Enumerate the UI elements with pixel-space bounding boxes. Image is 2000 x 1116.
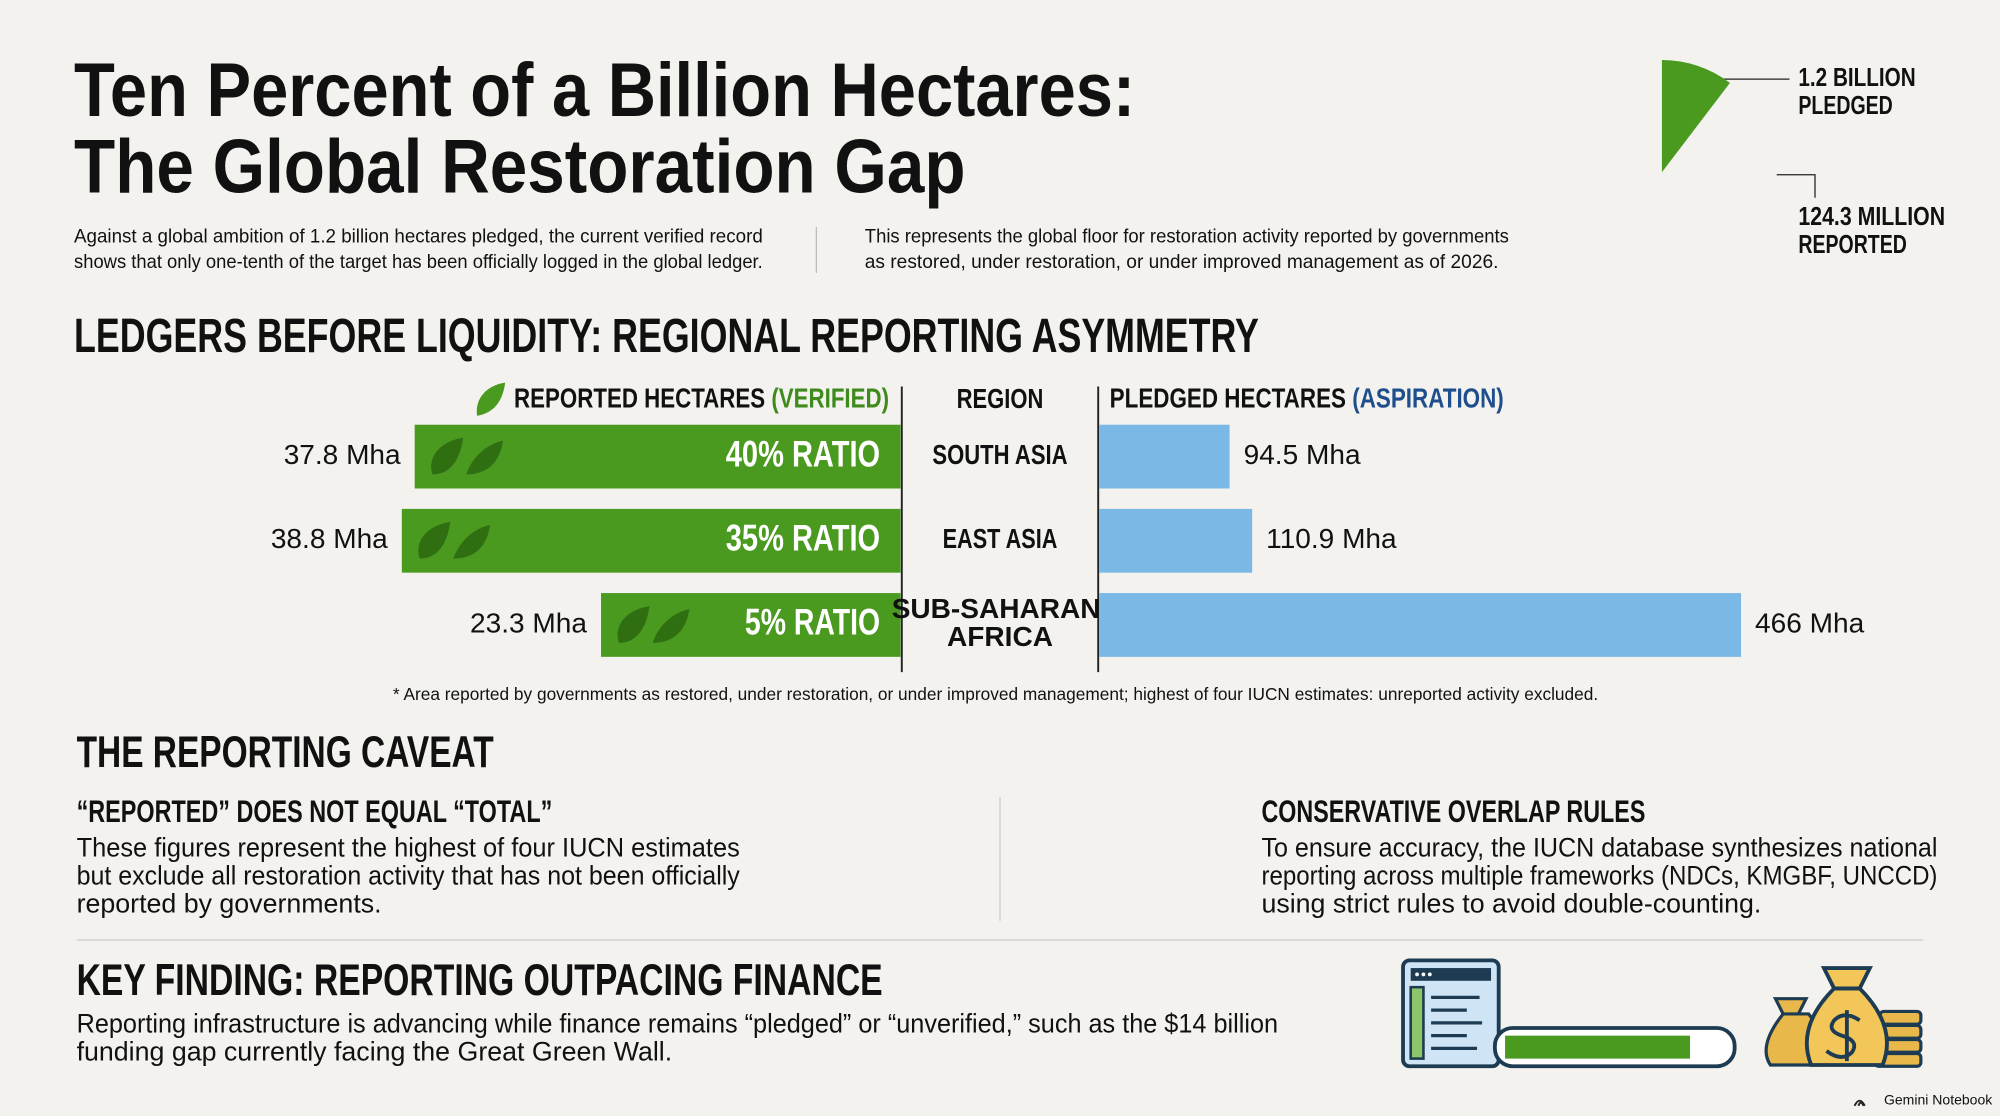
money-bags-icon (1764, 966, 1923, 1068)
leaf (431, 437, 464, 475)
category-label: EAST ASIA (943, 523, 1058, 554)
bar (1099, 424, 1230, 489)
body-text: using strict rules to avoid double-count… (1261, 889, 1761, 919)
bar (1099, 508, 1253, 573)
ratio-label: 35% RATIO (726, 518, 880, 559)
intro-text: Against a global ambition of 1.2 billion… (74, 226, 763, 247)
section-title: KEY FINDING: REPORTING OUTPACING FINANCE (77, 956, 883, 1005)
section-title: THE REPORTING CAVEAT (77, 728, 494, 777)
value-label: 23.3 Mha (470, 607, 587, 638)
title: The Global Restoration Gap (74, 124, 966, 209)
progress-bar-icon (1492, 1026, 1737, 1069)
leaf (466, 440, 503, 475)
column-header: REGION (957, 383, 1044, 414)
gauge-wedge (1661, 59, 1730, 173)
value-label: 466 Mha (1755, 607, 1865, 638)
chart-title: LEDGERS BEFORE LIQUIDITY: REGIONAL REPOR… (74, 309, 1259, 363)
leaf (453, 524, 491, 559)
body-text: reporting across multiple frameworks (ND… (1261, 861, 1937, 891)
body-text: reported by governments. (77, 889, 382, 919)
body-text: funding gap currently facing the Great G… (77, 1037, 673, 1067)
gauge-value: 1.2 BILLION (1798, 64, 1915, 92)
leaf-icon (418, 521, 491, 559)
legend-label: REPORTED HECTARES (VERIFIED) (514, 383, 889, 414)
bar (601, 593, 901, 657)
intro-text: This represents the global floor for res… (865, 226, 1509, 247)
gauge-value: 124.3 MILLION (1798, 203, 1945, 231)
leaf-icon (476, 382, 506, 416)
leaf (652, 609, 690, 643)
category-label: SOUTH ASIA (932, 439, 1067, 470)
body-text: Reporting infrastructure is advancing wh… (77, 1009, 1278, 1039)
leaf-icon (617, 606, 690, 643)
ratio-label: 5% RATIO (745, 602, 880, 643)
leaf (617, 606, 650, 643)
category-label: SUB-SAHARAN AFRICA (892, 593, 1109, 652)
title: Ten Percent of a Billion Hectares: (74, 48, 1135, 133)
connector (1776, 174, 1816, 198)
ratio-label: 40% RATIO (726, 433, 880, 474)
leaf-icon (431, 437, 503, 475)
body-text: To ensure accuracy, the IUCN database sy… (1261, 833, 1937, 863)
intro-text: shows that only one-tenth of the target … (74, 252, 763, 273)
gauge-label: PLEDGED (1798, 92, 1892, 120)
legend-label: PLEDGED HECTARES (ASPIRATION) (1110, 383, 1504, 414)
value-label: 94.5 Mha (1244, 439, 1361, 470)
brand: Gemini Notebook (1884, 1091, 1993, 1107)
leaf (418, 521, 451, 559)
gauge-label: REPORTED (1798, 231, 1906, 259)
subsection-title: CONSERVATIVE OVERLAP RULES (1261, 793, 1645, 829)
intro-text: as restored, under restoration, or under… (865, 252, 1499, 273)
value-label: 38.8 Mha (271, 523, 388, 554)
footnote: * Area reported by governments as restor… (393, 684, 1598, 704)
value-label: 110.9 Mha (1266, 523, 1397, 554)
body-text: but exclude all restoration activity tha… (77, 861, 741, 891)
bar (1099, 593, 1742, 657)
subsection-title: “REPORTED” DOES NOT EQUAL “TOTAL” (77, 793, 553, 829)
body-text: These figures represent the highest of f… (77, 833, 740, 863)
brand-logo (1853, 1099, 1866, 1107)
value-label: 37.8 Mha (284, 439, 401, 470)
ledger-icon (1401, 958, 1501, 1069)
